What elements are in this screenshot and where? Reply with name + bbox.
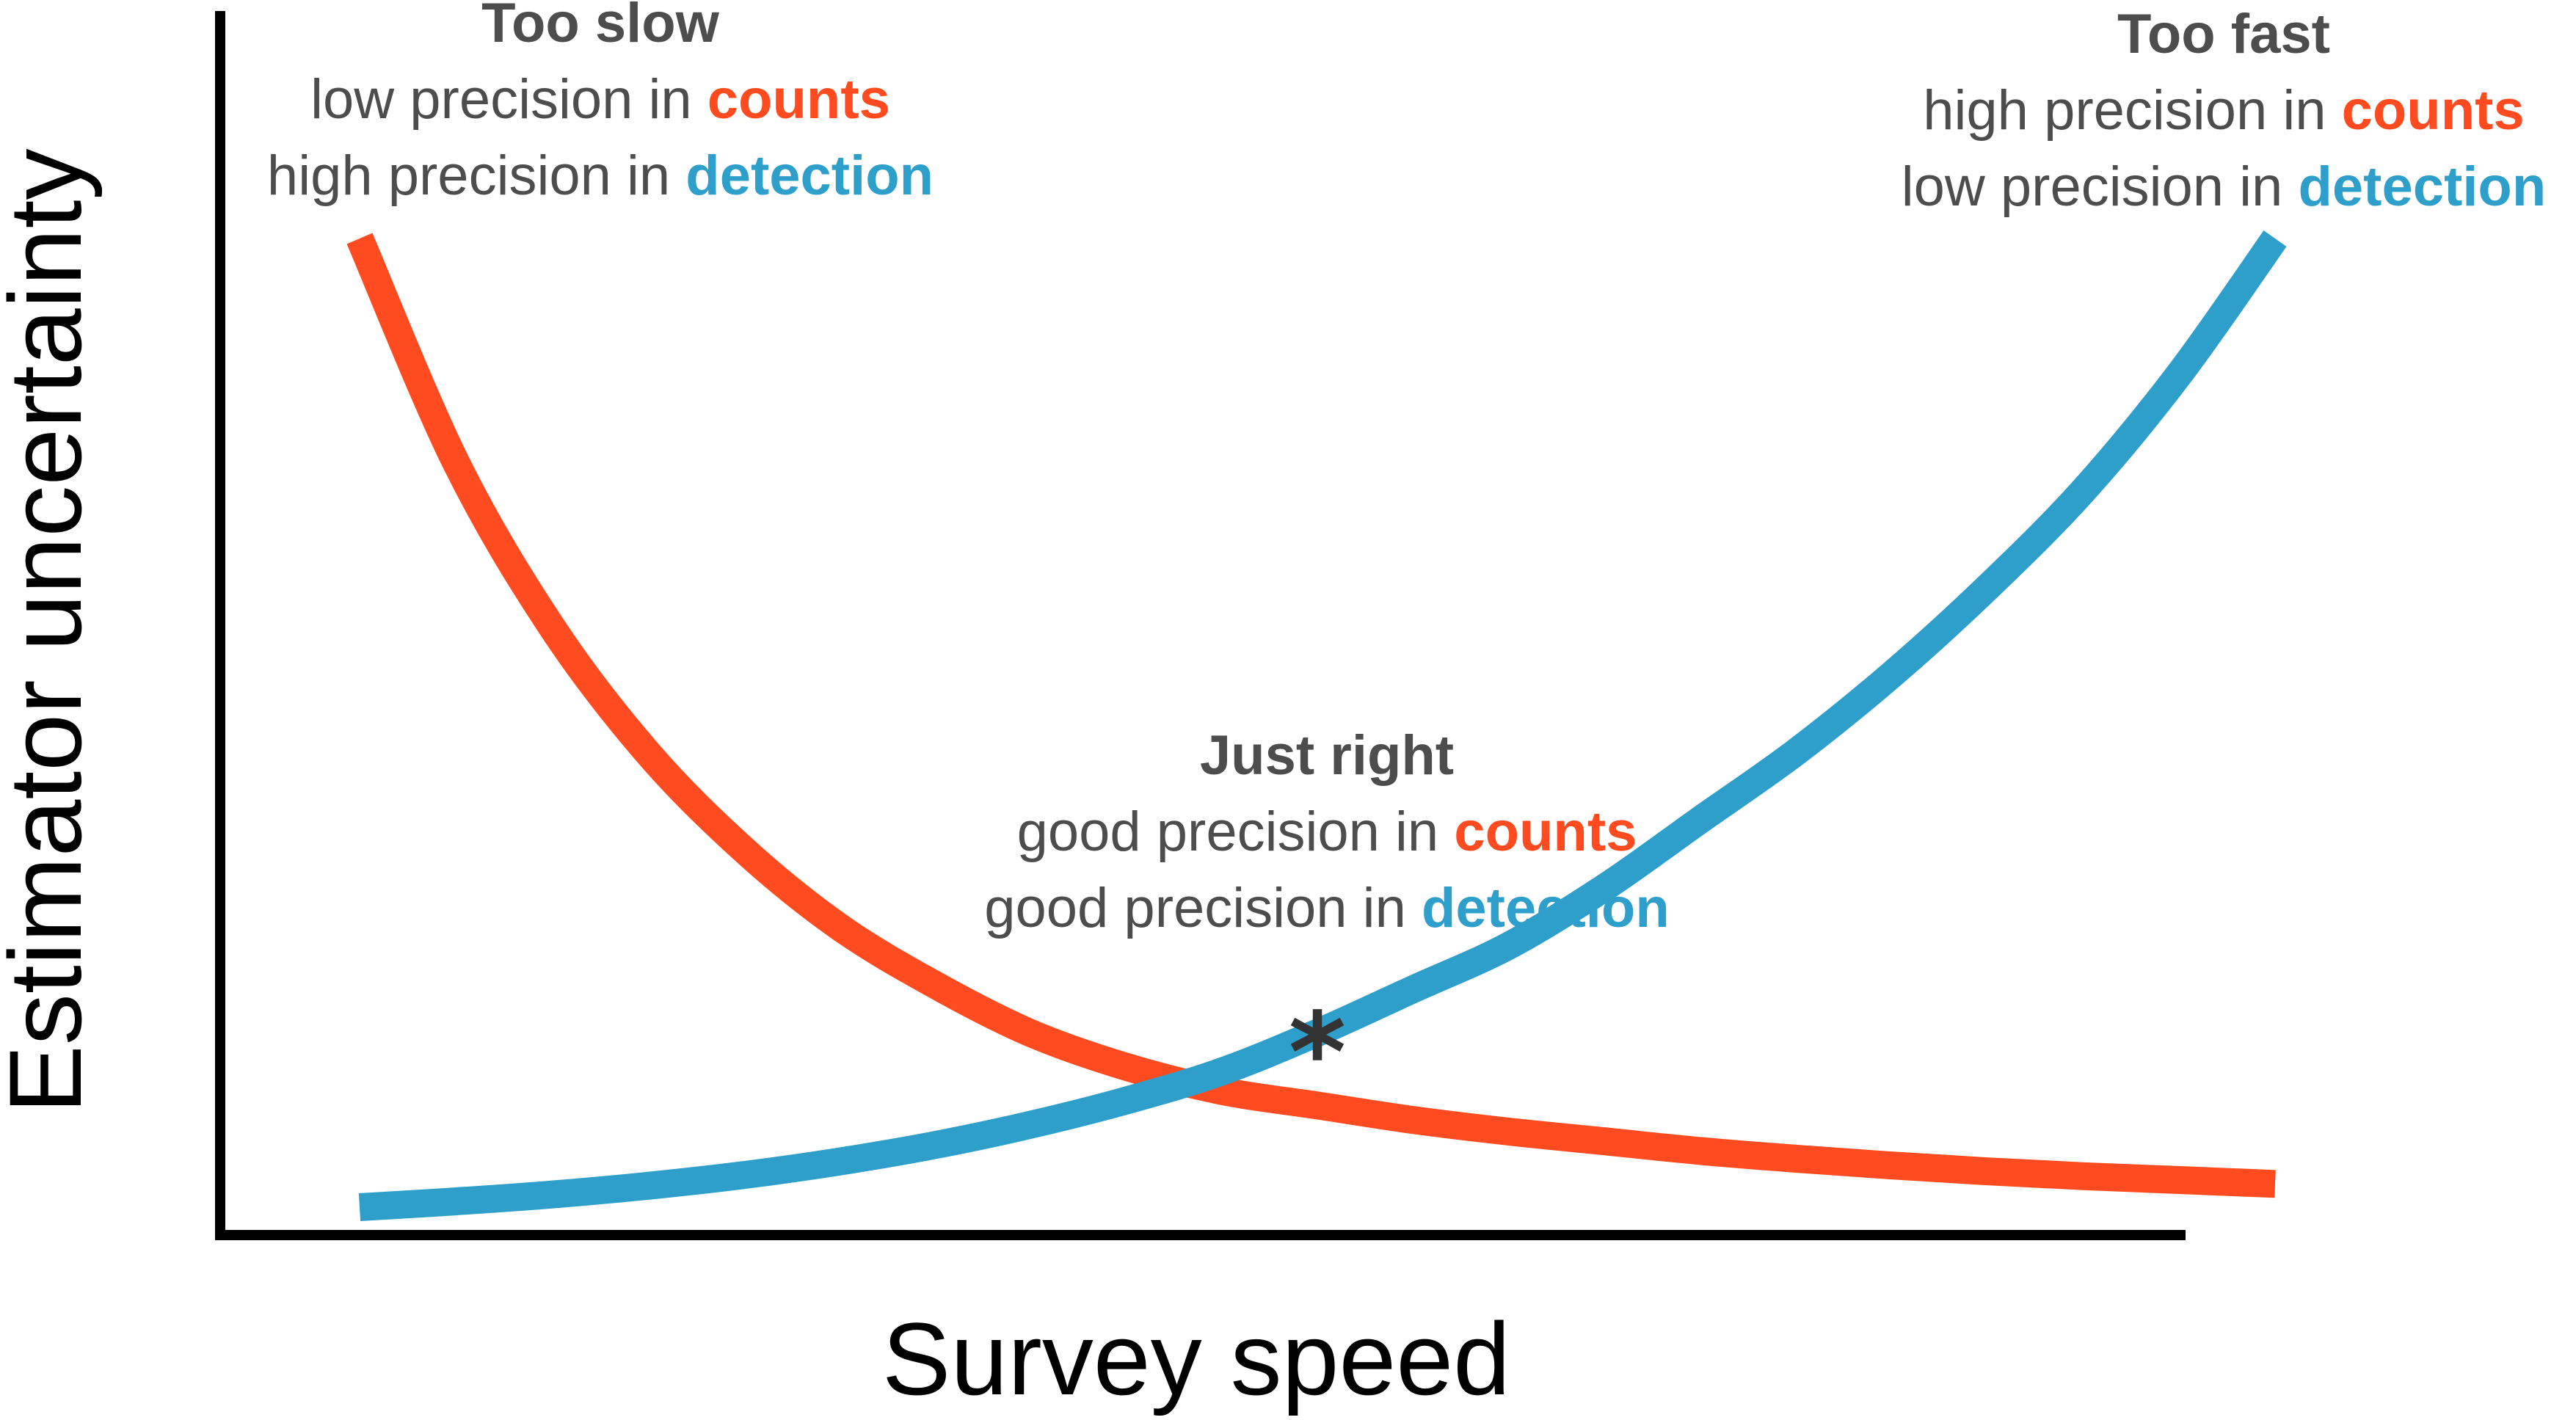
annotation-too-fast-line1-text: high precision in: [1923, 79, 2341, 142]
annotation-just-right-line2: good precision in detection: [984, 877, 1670, 939]
annotation-too-fast-line2-highlight: detection: [2298, 156, 2546, 218]
annotation-too-slow-line1-highlight: counts: [707, 68, 890, 131]
annotation-too-slow-line1-text: low precision in: [310, 68, 707, 131]
annotation-too-fast-line1-highlight: counts: [2342, 79, 2525, 142]
annotation-too-fast-line2-text: low precision in: [1902, 156, 2299, 218]
annotation-too-fast-heading: Too fast: [2117, 3, 2330, 65]
series-line-counts: [346, 233, 2276, 1198]
annotation-just-right: Just right good precision in counts good…: [984, 724, 1670, 939]
annotation-too-slow-line2-text: high precision in: [267, 145, 685, 207]
annotation-just-right-line1-text: good precision in: [1017, 801, 1455, 863]
annotation-too-fast: Too fast high precision in counts low pr…: [1902, 3, 2547, 218]
annotation-just-right-line1-highlight: counts: [1454, 801, 1637, 863]
y-axis-title: Estimator uncertainty: [0, 149, 103, 1114]
annotation-too-fast-line2: low precision in detection: [1902, 156, 2547, 218]
annotation-just-right-line1: good precision in counts: [1017, 801, 1637, 863]
x-axis-title: Survey speed: [882, 1301, 1510, 1416]
annotation-just-right-line2-highlight: detection: [1422, 877, 1670, 939]
intersection-marker: *: [1289, 989, 1346, 1117]
series-line-detection: [358, 230, 2287, 1221]
annotation-too-slow: Too slow low precision in counts high pr…: [267, 0, 934, 207]
annotation-too-slow-line2: high precision in detection: [267, 145, 934, 207]
annotation-too-slow-line2-highlight: detection: [685, 145, 934, 207]
series-layer: [346, 230, 2287, 1221]
annotation-too-fast-line1: high precision in counts: [1923, 79, 2524, 142]
annotation-just-right-line2-text: good precision in: [984, 877, 1422, 939]
annotation-too-slow-line1: low precision in counts: [310, 68, 890, 131]
annotation-too-slow-heading: Too slow: [481, 0, 720, 54]
annotation-just-right-heading: Just right: [1200, 724, 1454, 787]
